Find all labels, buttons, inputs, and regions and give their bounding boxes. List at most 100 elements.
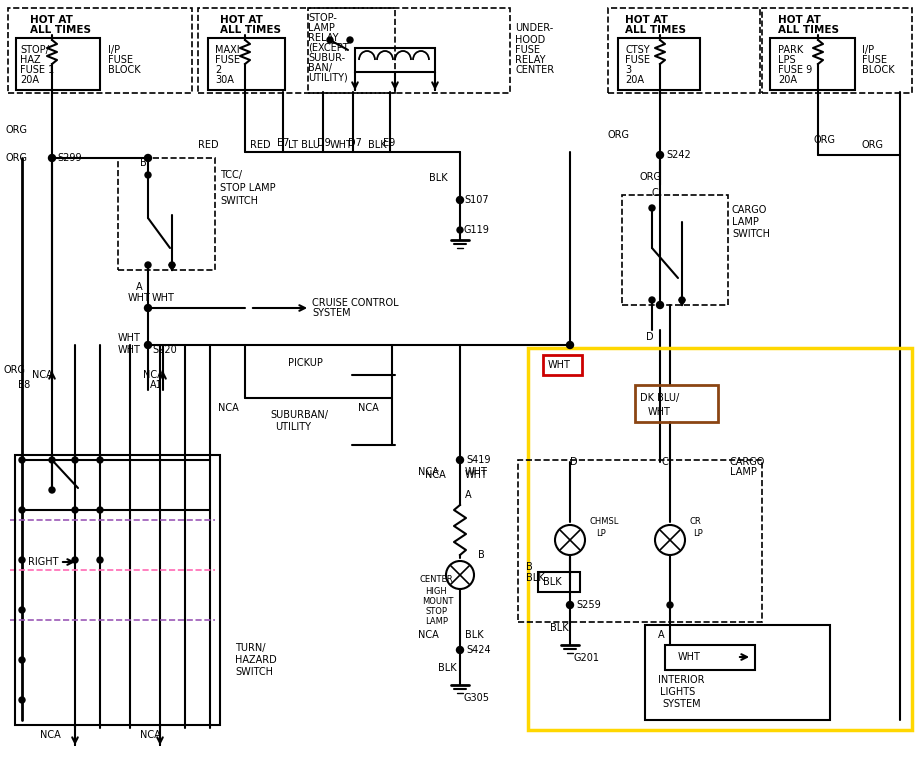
Circle shape [656, 301, 663, 309]
Text: D9: D9 [317, 138, 331, 148]
Circle shape [19, 607, 25, 613]
Circle shape [19, 657, 25, 663]
Bar [622, 195, 728, 305]
Bar [618, 38, 700, 90]
Text: NCA: NCA [418, 630, 439, 640]
Circle shape [145, 262, 151, 268]
Text: S220: S220 [152, 345, 176, 355]
Text: FUSE: FUSE [625, 55, 650, 65]
Text: A1: A1 [150, 380, 163, 390]
Text: SUBUR-: SUBUR- [308, 53, 346, 63]
Text: NCA: NCA [358, 403, 379, 413]
Text: A: A [465, 490, 471, 500]
Bar [208, 38, 285, 90]
Text: B: B [140, 158, 147, 168]
Text: ORG: ORG [814, 135, 836, 145]
Bar [635, 385, 718, 422]
Circle shape [456, 197, 464, 204]
Bar [308, 8, 510, 93]
Text: ALL TIMES: ALL TIMES [220, 25, 281, 35]
Text: PICKUP: PICKUP [288, 358, 322, 368]
Text: CARGO: CARGO [730, 457, 765, 467]
Text: S242: S242 [666, 150, 691, 160]
Text: WHT: WHT [465, 470, 488, 480]
Text: 20A: 20A [625, 75, 644, 85]
Text: FUSE: FUSE [108, 55, 133, 65]
Circle shape [97, 557, 103, 563]
Text: B: B [526, 562, 533, 572]
Bar [770, 38, 855, 90]
Text: D: D [646, 332, 653, 342]
Text: ORG: ORG [862, 140, 884, 150]
Text: STOP: STOP [425, 608, 447, 616]
Text: CENTER: CENTER [515, 65, 554, 75]
Text: C: C [662, 457, 669, 467]
Text: S424: S424 [466, 645, 491, 655]
Text: LAMP: LAMP [730, 467, 757, 477]
Text: UTILITY: UTILITY [275, 422, 311, 432]
Circle shape [457, 227, 463, 233]
Circle shape [97, 457, 103, 463]
Circle shape [144, 304, 152, 311]
Circle shape [19, 557, 25, 563]
Circle shape [667, 602, 673, 608]
Circle shape [347, 37, 353, 43]
Circle shape [656, 151, 663, 158]
Text: HOT AT: HOT AT [220, 15, 262, 25]
Text: HOT AT: HOT AT [30, 15, 73, 25]
Circle shape [327, 37, 333, 43]
Text: A: A [136, 282, 142, 292]
Text: 2: 2 [215, 65, 221, 75]
Text: SYSTEM: SYSTEM [662, 699, 700, 709]
Text: WHT: WHT [128, 293, 151, 303]
Text: E8: E8 [18, 380, 30, 390]
Text: HOT AT: HOT AT [625, 15, 668, 25]
Text: CARGO: CARGO [732, 205, 767, 215]
Text: FUSE 9: FUSE 9 [778, 65, 812, 75]
Text: ORG: ORG [3, 365, 25, 375]
Text: RED: RED [250, 140, 271, 150]
Bar [8, 8, 192, 93]
Text: HAZ: HAZ [20, 55, 41, 65]
Circle shape [649, 205, 655, 211]
Text: RELAY: RELAY [515, 55, 545, 65]
Circle shape [144, 154, 152, 161]
Text: G305: G305 [464, 693, 490, 703]
Circle shape [144, 341, 152, 348]
Text: LP: LP [693, 528, 703, 537]
Text: 20A: 20A [20, 75, 39, 85]
Text: SWITCH: SWITCH [732, 229, 770, 239]
Text: HIGH: HIGH [425, 587, 446, 597]
Circle shape [566, 341, 574, 348]
Text: LPS: LPS [778, 55, 796, 65]
Text: WHT: WHT [678, 652, 701, 662]
Text: E9: E9 [383, 138, 395, 148]
Circle shape [49, 487, 55, 493]
Circle shape [72, 557, 78, 563]
Circle shape [49, 457, 55, 463]
Circle shape [48, 154, 55, 161]
Text: CTSY: CTSY [625, 45, 650, 55]
Circle shape [19, 697, 25, 703]
Circle shape [19, 507, 25, 513]
Text: RELAY: RELAY [308, 33, 338, 43]
Circle shape [97, 507, 103, 513]
Text: ORG: ORG [608, 130, 630, 140]
Text: ALL TIMES: ALL TIMES [625, 25, 686, 35]
Bar [528, 348, 912, 730]
Bar [118, 158, 215, 270]
Text: PARK: PARK [778, 45, 803, 55]
Text: NCA: NCA [40, 730, 61, 740]
Text: WHT: WHT [152, 293, 175, 303]
Text: B: B [478, 550, 485, 560]
Text: G201: G201 [574, 653, 600, 663]
Text: FUSE: FUSE [515, 45, 540, 55]
Text: SUBURBAN/: SUBURBAN/ [270, 410, 328, 420]
Bar [15, 455, 220, 725]
Text: WHT: WHT [118, 345, 140, 355]
Text: S299: S299 [57, 153, 81, 163]
Text: MAXI: MAXI [215, 45, 239, 55]
Text: LP: LP [596, 528, 606, 537]
Text: S419: S419 [466, 455, 491, 465]
Text: CRUISE CONTROL: CRUISE CONTROL [312, 298, 398, 308]
